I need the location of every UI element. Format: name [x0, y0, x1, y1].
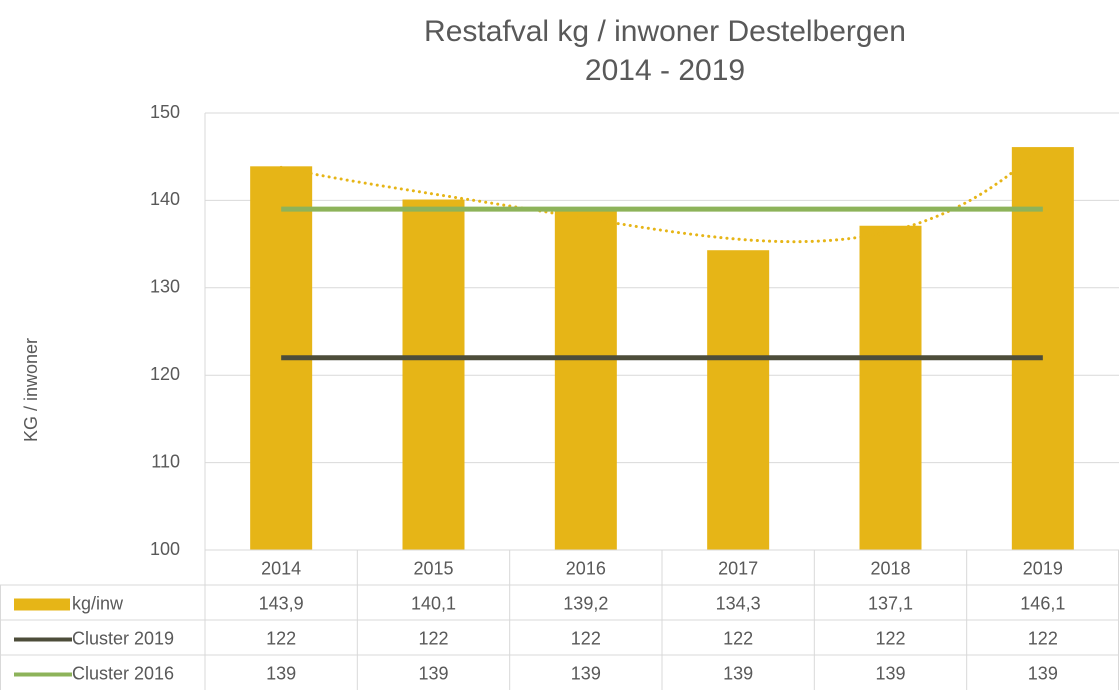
bar: [402, 199, 465, 550]
chart-subtitle: 2014 - 2019: [585, 54, 745, 87]
x-tick-label: 2019: [1023, 558, 1063, 578]
bar: [554, 207, 617, 550]
x-tick-label: 2015: [413, 558, 453, 578]
table-cell: 139: [266, 663, 296, 683]
table-cell: 122: [875, 628, 905, 648]
table-cell: 140,1: [411, 593, 456, 613]
table-cell: 139: [1028, 663, 1058, 683]
table-cell: 139: [875, 663, 905, 683]
x-tick-label: 2014: [261, 558, 301, 578]
table-cell: 143,9: [259, 593, 304, 613]
table-cell: 122: [571, 628, 601, 648]
table-cell: 139: [723, 663, 753, 683]
table-cell: 139: [418, 663, 448, 683]
trendline: [279, 144, 1045, 244]
x-tick-label: 2016: [566, 558, 606, 578]
x-tick-label: 2017: [718, 558, 758, 578]
legend-key: [14, 598, 70, 611]
bar: [1011, 147, 1074, 550]
legend-label: Cluster 2019: [72, 628, 174, 648]
legend-label: Cluster 2016: [72, 663, 174, 683]
y-tick-label: 130: [150, 277, 180, 297]
table-cell: 134,3: [716, 593, 761, 613]
y-tick-label: 110: [151, 451, 180, 471]
y-tick-label: 120: [150, 364, 180, 384]
table-cell: 146,1: [1020, 593, 1065, 613]
table-cell: 139: [571, 663, 601, 683]
table-cell: 137,1: [868, 593, 913, 613]
table-cell: 139,2: [563, 593, 608, 613]
y-axis-label: KG / inwoner: [21, 338, 41, 442]
table-cell: 122: [723, 628, 753, 648]
bar: [707, 250, 770, 550]
chart-title: Restafval kg / inwoner Destelbergen: [424, 15, 906, 48]
table-cell: 122: [266, 628, 296, 648]
legend-label: kg/inw: [72, 593, 124, 613]
bar: [859, 225, 922, 550]
x-tick-label: 2018: [870, 558, 910, 578]
y-tick-label: 140: [150, 189, 180, 209]
y-tick-label: 150: [150, 102, 180, 122]
y-tick-label: 100: [150, 539, 180, 559]
table-cell: 122: [1028, 628, 1058, 648]
table-cell: 122: [418, 628, 448, 648]
